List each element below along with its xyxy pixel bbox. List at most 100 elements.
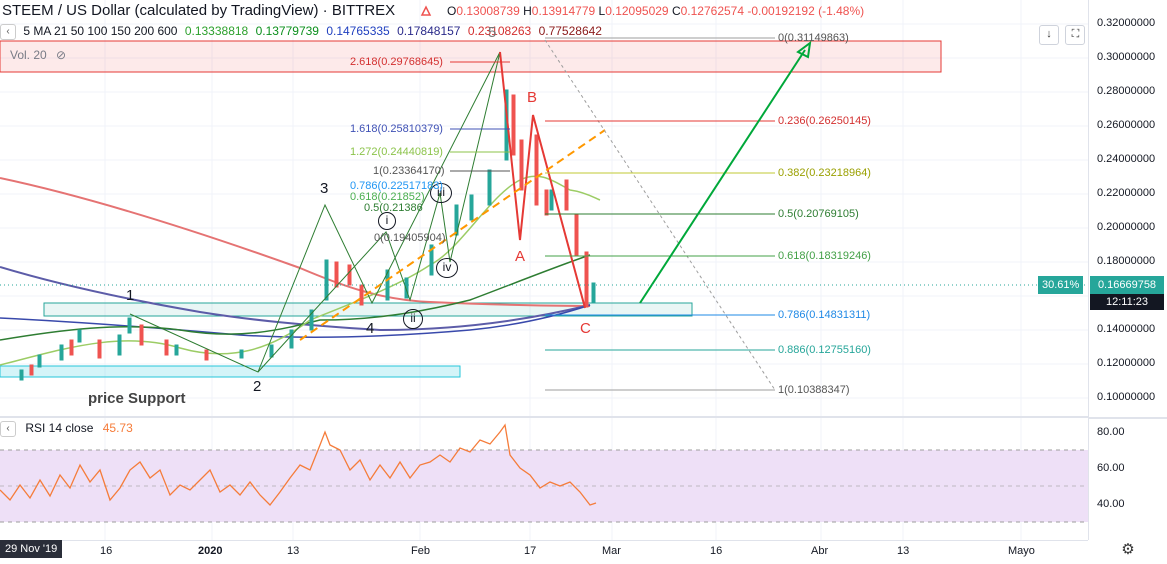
time-axis[interactable]: 16 2020 13 Feb 17 Mar 16 Abr 13 Mayo <box>0 540 1088 564</box>
rsi-axis-label: 60.00 <box>1097 462 1125 474</box>
wave-label-4: 4 <box>366 320 375 337</box>
close-label: C <box>671 4 681 18</box>
ma-value-3: 0.14765335 <box>326 24 390 39</box>
volume-legend[interactable]: Vol. 20 ⊘ <box>10 48 66 62</box>
rsi-line <box>0 423 597 506</box>
wave-label-iv: iv <box>436 258 458 278</box>
eye-hidden-icon[interactable]: ⊘ <box>56 48 67 62</box>
target-zone <box>0 40 942 73</box>
change-value: -0.00192192 (-1.48%) <box>747 4 865 18</box>
wave-label-2: 2 <box>253 378 262 395</box>
open-label: O <box>447 4 457 18</box>
flag-icon[interactable] <box>420 5 432 17</box>
fib-left-label: 1.272(0.24440819) <box>350 146 443 158</box>
time-axis-label: Feb <box>411 545 430 557</box>
wave-label-iii: iii <box>430 183 452 203</box>
wave-abc <box>499 51 586 309</box>
time-axis-label: 16 <box>100 545 113 557</box>
time-axis-label: 13 <box>287 545 300 557</box>
ohlc-readout: O0.13008739 H0.13914779 L0.12095029 C0.1… <box>447 4 864 18</box>
rsi-value: 45.73 <box>102 421 133 436</box>
wave-label-a: A <box>515 248 526 265</box>
wave-label-c: C <box>580 320 591 337</box>
ma-blue <box>0 304 591 339</box>
fib-left-label: 0(0.19405904) <box>374 232 446 244</box>
close-value: 0.12762574 <box>680 4 745 18</box>
price-axis-label: 0.20000000 <box>1097 221 1156 233</box>
fib-left-label: 0.786(0.22517183) <box>350 180 443 192</box>
price-axis-label: 0.22000000 <box>1097 187 1156 199</box>
open-value: 0.13008739 <box>456 4 520 18</box>
price-axis-label: 0.10000000 <box>1097 391 1156 403</box>
wave-label-b: B <box>527 89 538 106</box>
target-arrowhead <box>796 40 812 59</box>
support-zone-lower <box>0 365 461 378</box>
ma-legend-label[interactable]: 5 MA 21 50 100 150 200 600 <box>23 24 178 39</box>
volume-label: Vol. 20 <box>10 48 47 62</box>
rsi-axis-label: 80.00 <box>1097 426 1125 438</box>
fib-right-label: 0.236(0.26250145) <box>778 115 871 127</box>
low-value: 0.12095029 <box>605 4 669 18</box>
fib-right-label: 0.786(0.14831311) <box>778 309 871 321</box>
low-label: L <box>598 4 606 18</box>
wave-impulse <box>129 51 501 373</box>
target-arrow-line <box>639 49 806 304</box>
time-axis-label: Abr <box>811 545 829 557</box>
ma-value-5: 0.23108263 <box>467 24 532 39</box>
price-axis-label: 0.14000000 <box>1097 323 1156 335</box>
crosshair-date-tag: 29 Nov '19 <box>0 540 63 558</box>
collapse-chevron-icon[interactable]: ‹ <box>0 421 16 437</box>
ma-value-6: 0.77528642 <box>538 24 602 39</box>
price-axis-label: 0.24000000 <box>1097 153 1156 165</box>
fib-right-label: 0.382(0.23218964) <box>778 167 871 179</box>
price-axis-label: 0.30000000 <box>1097 51 1156 63</box>
price-chart[interactable] <box>0 0 1088 540</box>
gear-icon[interactable]: ⚙ <box>1121 541 1135 558</box>
ma-lightgreen <box>0 175 601 366</box>
rsi-label[interactable]: RSI 14 close <box>25 421 94 436</box>
fib-right-label: 0.5(0.20769105) <box>778 208 859 220</box>
ma-legend: ‹ 5 MA 21 50 100 150 200 600 0.13338818 … <box>0 24 602 42</box>
wave-label-5: 5 <box>488 24 497 41</box>
fib-right-label: 0.618(0.18319246) <box>778 250 871 262</box>
ma-value-4: 0.17848157 <box>397 24 461 39</box>
ma-value-1: 0.13338818 <box>184 24 249 39</box>
price-axis[interactable]: 0.32000000 0.30000000 0.28000000 0.26000… <box>1088 0 1167 540</box>
grey-dotted-line <box>544 39 776 391</box>
price-change-tag: 30.61% <box>1038 276 1084 294</box>
ma-darkgreen <box>0 254 591 341</box>
time-axis-label: 2020 <box>198 545 223 557</box>
wave-label-ii: ii <box>403 309 423 329</box>
fib-right-label: 1(0.10388347) <box>778 384 850 396</box>
fib-left-label: 2.618(0.29768645) <box>350 56 443 68</box>
time-axis-label: Mayo <box>1008 545 1035 557</box>
wave-label-i: i <box>378 212 396 230</box>
rsi-axis-label: 40.00 <box>1097 498 1125 510</box>
ma-value-2: 0.13779739 <box>255 24 319 39</box>
fib-left-label: 1(0.23364170) <box>373 165 445 177</box>
ma-navy <box>0 266 591 332</box>
high-value: 0.13914779 <box>531 4 596 18</box>
wave-sub <box>257 51 501 373</box>
wave-label-3: 3 <box>320 180 329 197</box>
chart-toolbar: ↓ ⛶ <box>1037 24 1086 45</box>
countdown-timer: 12:11:23 <box>1090 294 1164 310</box>
fib-right-label: 0.886(0.12755160) <box>778 344 871 356</box>
time-axis-label: Mar <box>602 545 621 557</box>
rsi-legend: ‹ RSI 14 close 45.73 <box>0 421 133 437</box>
price-axis-label: 0.32000000 <box>1097 17 1156 29</box>
price-axis-label: 0.28000000 <box>1097 85 1156 97</box>
time-axis-label: 13 <box>897 545 910 557</box>
price-axis-label: 0.26000000 <box>1097 119 1156 131</box>
fib-left-label: 0.5(0.21386 <box>364 202 423 214</box>
wave-label-1: 1 <box>126 287 135 304</box>
price-support-label: price Support <box>88 390 186 407</box>
price-axis-label: 0.12000000 <box>1097 357 1156 369</box>
symbol-title[interactable]: STEEM / US Dollar (calculated by Trading… <box>2 2 396 19</box>
time-axis-label: 17 <box>524 545 537 557</box>
fib-right-label: 0(0.31149863) <box>778 32 849 44</box>
collapse-chevron-icon[interactable]: ‹ <box>0 24 16 40</box>
scroll-down-icon[interactable]: ↓ <box>1039 25 1059 45</box>
fullscreen-icon[interactable]: ⛶ <box>1065 25 1086 45</box>
chart-header: STEEM / US Dollar (calculated by Trading… <box>0 0 1090 22</box>
